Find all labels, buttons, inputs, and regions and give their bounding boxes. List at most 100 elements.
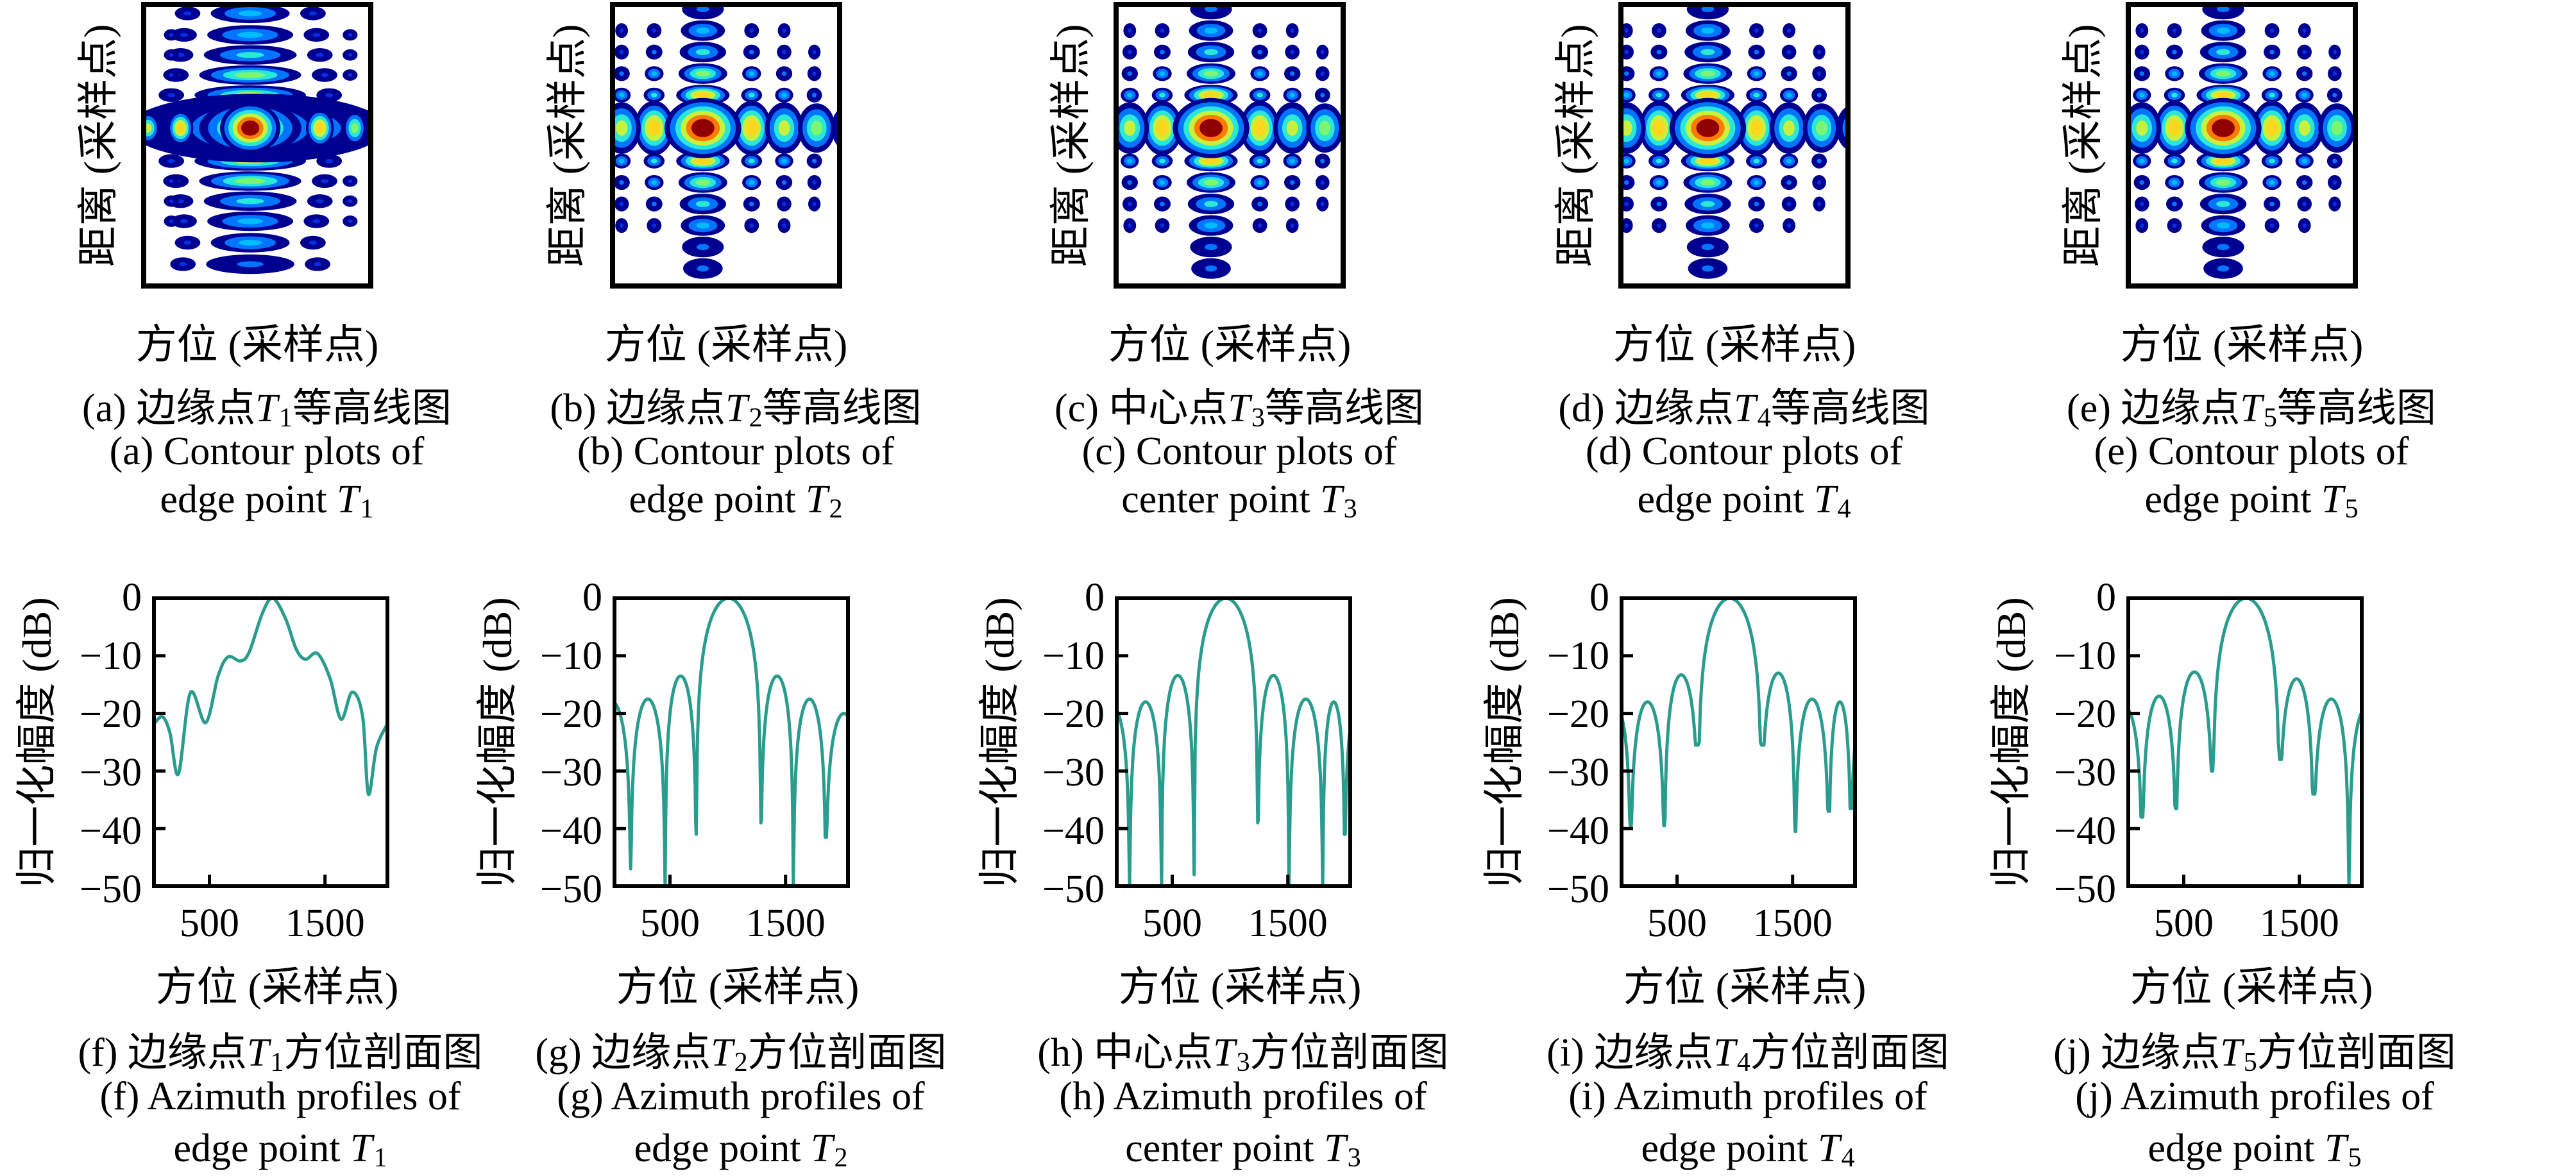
contour-plot-a [141, 2, 373, 289]
caption-en-line2: center point T3 [1125, 1126, 1361, 1173]
caption-en-line2-text: edge point [2144, 478, 2312, 521]
x-axis-label: 方位 (采样点) [1118, 964, 1362, 1010]
y-tick-label-−50: −50 [540, 868, 602, 911]
x-axis-label: 方位 (采样点) [2120, 322, 2364, 367]
profile-curve-i [1622, 598, 1855, 834]
caption-zh-suffix: 等高线图 [762, 387, 922, 430]
caption-en-line2-text: edge point [160, 478, 327, 521]
y-tick-label-0: 0 [582, 576, 602, 619]
y-tick-label-−40: −40 [80, 809, 142, 853]
y-tick-label-−50: −50 [2054, 868, 2116, 911]
point-symbol: T [2240, 387, 2262, 430]
point-index: 3 [1236, 1047, 1250, 1078]
caption-en-line2-text: edge point [1641, 1127, 1808, 1170]
caption-en-line1: (f) Azimuth profiles of [99, 1075, 461, 1118]
x-tick-label-1500: 1500 [1248, 902, 1328, 945]
x-tick-label-500: 500 [2153, 902, 2214, 945]
y-tick-label-−40: −40 [1042, 809, 1105, 853]
caption-zh-suffix: 等高线图 [292, 387, 452, 430]
x-tick-label-500: 500 [640, 902, 700, 945]
point-index: 2 [749, 403, 763, 433]
caption-en-line2-text: center point [1121, 478, 1310, 521]
caption-zh-text: (j) 边缘点 [2053, 1031, 2221, 1075]
point-symbol: T [1817, 1127, 1840, 1170]
subplot-profile-h: 0 −10 −20 −30 −40 −50 归一化幅度 (dB) 500 1500 方位 (采样点… [977, 0, 1546, 1176]
y-axis-label: 归一化幅度 (dB) [977, 596, 1022, 888]
point-symbol: T [725, 387, 748, 430]
caption-en-line2-text: edge point [1637, 478, 1804, 521]
caption-en-line1: (g) Azimuth profiles of [557, 1075, 925, 1118]
profile-plot-border [1115, 596, 1352, 888]
point-symbol: T [1734, 387, 1756, 430]
contour-plot-border [141, 2, 373, 289]
contour-plot-d [1618, 2, 1851, 289]
point-index: 2 [829, 494, 843, 525]
subplot-profile-f: 0 −10 −20 −30 −40 −50 归一化幅度 (dB) 500 1500 方位 (采样点… [0, 0, 516, 1176]
point-index: 5 [2348, 1143, 2362, 1173]
subplot-profile-j: 0 −10 −20 −30 −40 −50 归一化幅度 (dB) 500 1500 方位 (采样点… [1988, 0, 2576, 1176]
point-symbol: T [2321, 478, 2344, 521]
contour-plot-border [2126, 2, 2358, 289]
point-index: 3 [1251, 403, 1265, 433]
caption-en-line2-text: edge point [2148, 1127, 2315, 1170]
y-tick-label-−20: −20 [2054, 693, 2116, 736]
caption-zh-text: (b) 边缘点 [550, 387, 726, 430]
point-symbol: T [711, 1031, 733, 1075]
y-tick-label-−20: −20 [80, 693, 142, 736]
x-tick-label-500: 500 [179, 902, 239, 945]
x-tick-label-500: 500 [1647, 902, 1707, 945]
caption-en-line2: edge point T5 [2144, 477, 2358, 524]
caption-en-line1: (b) Contour plots of [577, 430, 895, 473]
caption-en-line1: (h) Azimuth profiles of [1059, 1075, 1427, 1118]
caption-zh-suffix: 方位剖面图 [1250, 1031, 1449, 1075]
caption-zh: (j) 边缘点T5方位剖面图 [2053, 1020, 2456, 1077]
y-tick-label-−10: −10 [80, 634, 142, 678]
caption-en-line1: (d) Contour plots of [1585, 430, 1903, 473]
x-tick-label-500: 500 [1142, 902, 1202, 945]
caption-en-line2: edge point T1 [173, 1126, 387, 1173]
x-axis-label: 方位 (采样点) [616, 964, 860, 1010]
y-tick-label-−30: −30 [2054, 751, 2116, 794]
spacer [2314, 1127, 2325, 1170]
caption-en-line2-text: edge point [634, 1127, 801, 1170]
subplot-contour-c: 距离 (采样点) 方位 (采样点) (c) 中心点T3等高线图 (c) Contour… [1030, 0, 1546, 1176]
y-tick-label-−40: −40 [540, 809, 602, 853]
caption-en-line1: (j) Azimuth profiles of [2075, 1075, 2434, 1118]
profile-plot-border [1620, 596, 1857, 888]
point-index: 1 [278, 403, 292, 433]
y-tick-label-−30: −30 [80, 751, 142, 794]
caption-zh-text: (e) 边缘点 [2067, 387, 2241, 430]
point-index: 3 [1347, 1143, 1361, 1173]
y-tick-label-−10: −10 [540, 634, 602, 678]
point-index: 2 [734, 1047, 748, 1078]
profile-curve-f [154, 598, 387, 796]
caption-zh: (d) 边缘点T4等高线图 [1558, 375, 1929, 433]
caption-zh-text: (i) 边缘点 [1546, 1031, 1714, 1075]
y-tick-label-−20: −20 [1042, 693, 1105, 736]
caption-zh: (h) 中心点T3方位剖面图 [1037, 1020, 1448, 1077]
x-tick-label-1500: 1500 [285, 902, 365, 945]
caption-en-line2: edge point T4 [1641, 1126, 1854, 1173]
caption-zh: (b) 边缘点T2等高线图 [550, 375, 921, 433]
point-index: 4 [1757, 403, 1771, 433]
caption-zh: (a) 边缘点T1等高线图 [82, 375, 452, 433]
caption-zh-suffix: 方位剖面图 [2257, 1031, 2456, 1075]
profile-plot-border [613, 596, 850, 888]
caption-en-line2: edge point T5 [2148, 1126, 2362, 1173]
caption-en-line2-text: edge point [629, 478, 796, 521]
caption-en-line2-text: edge point [173, 1127, 341, 1170]
subplot-profile-g: 0 −10 −20 −30 −40 −50 归一化幅度 (dB) 500 1500 方位 (采样点… [475, 0, 1031, 1176]
spacer [1808, 1127, 1818, 1170]
profile-curve-h [1117, 598, 1350, 886]
caption-zh-suffix: 方位剖面图 [1750, 1031, 1949, 1075]
caption-zh-text: (g) 边缘点 [535, 1031, 711, 1075]
point-symbol: T [350, 1127, 373, 1170]
y-tick-label-−20: −20 [540, 693, 602, 736]
y-tick-label-−50: −50 [1547, 868, 1609, 911]
caption-zh-suffix: 等高线图 [1264, 387, 1424, 430]
caption-en-line1: (c) Contour plots of [1081, 430, 1397, 473]
x-axis-label: 方位 (采样点) [1613, 322, 1856, 367]
